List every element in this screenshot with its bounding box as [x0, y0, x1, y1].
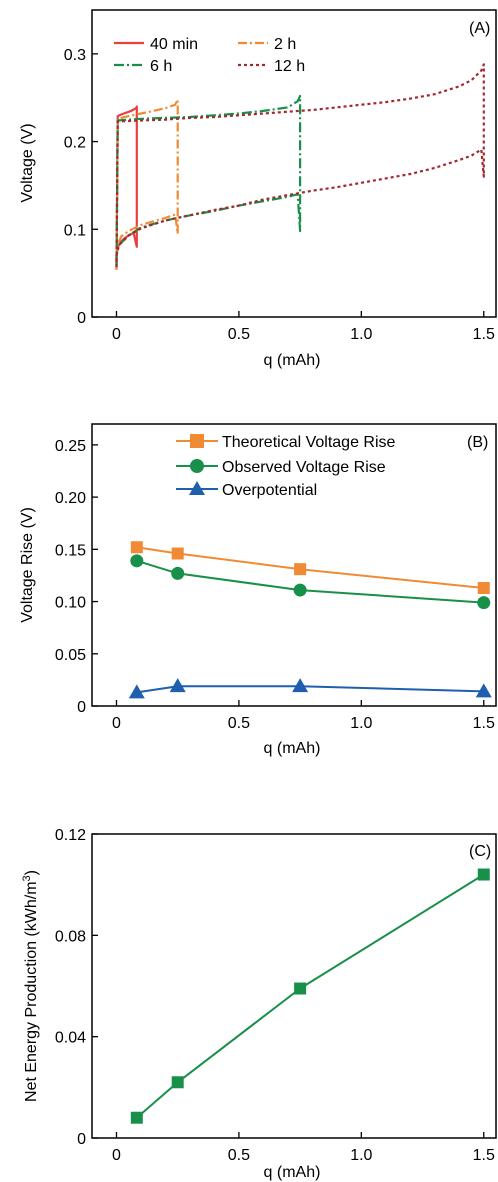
panel-b-label: (B) — [467, 434, 488, 451]
panel-c-x-tick-label: 1.0 — [350, 1147, 372, 1164]
panel-a-x-tick-label: 1.0 — [350, 326, 372, 343]
panel-b-x-tick-label: 1.0 — [350, 715, 372, 732]
panel-b-y-tick-label: 0.05 — [55, 647, 86, 664]
panel-a-series-line-6-h — [115, 94, 302, 267]
panel-c-point-series-1 — [171, 1076, 184, 1089]
panel-c-x-tick-label: 0 — [112, 1147, 121, 1164]
panel-c-ticks: 0 0.5 1.0 1.5 0 0.04 0.08 0.12 — [55, 827, 495, 1164]
panel-b-point-observed-voltage-rise — [171, 566, 185, 580]
panel-c-y-tick-label: 0.12 — [55, 827, 86, 844]
legend-label-2-h: 2 h — [274, 36, 296, 53]
panel-a-ticks: 0 0.5 1.0 1.5 0 0.1 0.2 0.3 — [64, 47, 495, 343]
panel-a-series-line-2-h — [115, 98, 179, 269]
panel-b-point-overpotential — [169, 678, 186, 693]
panel-b-y-tick-label: 0.15 — [55, 542, 86, 559]
panel-c-x-axis-label: q (mAh) — [264, 1164, 321, 1181]
panel-b-series — [128, 541, 492, 699]
panel-a-label: (A) — [469, 20, 490, 37]
panel-b-y-tick-label: 0 — [77, 699, 86, 716]
panel-a-x-tick-label: 0 — [112, 326, 121, 343]
panel-c-plot-frame — [91, 833, 497, 1139]
panel-b-legend: Theoretical Voltage Rise Observed Voltag… — [176, 434, 396, 499]
legend-label-theoretical: Theoretical Voltage Rise — [222, 434, 396, 451]
panel-c-y-tick-label: 0.04 — [55, 1030, 86, 1047]
legend-marker-observed — [190, 459, 204, 473]
panel-b-point-theoretical-voltage-rise — [294, 563, 307, 576]
legend-label-6-h: 6 h — [150, 58, 172, 75]
panel-c-y-tick-label: 0 — [77, 1131, 86, 1148]
panel-a-y-tick-label: 0.2 — [64, 135, 86, 152]
panel-c-y-tick-label: 0.08 — [55, 928, 86, 945]
panel-a-x-tick-label: 1.5 — [473, 326, 495, 343]
panel-a-legend: 40 min 2 h 6 h 12 h — [114, 36, 305, 75]
panel-c-y-axis-label-end: ) — [23, 870, 40, 875]
panel-b-y-axis-label: Voltage Rise (V) — [19, 507, 36, 623]
panel-c-label: (C) — [469, 843, 491, 860]
legend-marker-overpotential — [189, 481, 205, 495]
panel-b-x-tick-label: 0.5 — [228, 715, 250, 732]
panel-c-y-axis-label-main: Net Energy Production (kWh/m — [23, 881, 40, 1102]
legend-label-observed: Observed Voltage Rise — [222, 459, 386, 476]
panel-b-y-tick-label: 0.20 — [55, 490, 86, 507]
panel-c-series-line-series-1 — [136, 873, 485, 1119]
panel-b-x-axis-label: q (mAh) — [264, 740, 321, 757]
panel-b-x-tick-label: 1.5 — [473, 715, 495, 732]
panel-a-series-line-12-h — [115, 63, 485, 268]
panel-a-y-tick-label: 0.1 — [64, 222, 86, 239]
panel-c-series — [130, 868, 490, 1124]
panel-b: 0 0.5 1.0 1.5 0 0.05 0.10 0.15 0.20 0.25 (B) q (m… — [19, 423, 497, 757]
panel-b-ticks: 0 0.5 1.0 1.5 0 0.05 0.10 0.15 0.20 0.25 — [55, 438, 495, 732]
panel-a-series — [115, 63, 485, 270]
panel-c: 0 0.5 1.0 1.5 0 0.04 0.08 0.12 (C) q (mAh) Net … — [21, 827, 497, 1181]
panel-c-point-series-1 — [477, 868, 490, 881]
panel-b-series-line-theoretical-voltage-rise — [136, 546, 484, 589]
panel-c-point-series-1 — [294, 982, 307, 995]
panel-b-point-overpotential — [475, 683, 492, 698]
legend-label-12-h: 12 h — [274, 58, 305, 75]
panel-b-x-tick-label: 0 — [112, 715, 121, 732]
panel-a-plot-frame — [91, 9, 497, 318]
panel-b-point-theoretical-voltage-rise — [477, 581, 490, 594]
panel-b-series-line-observed-voltage-rise — [136, 559, 484, 604]
panel-c-y-axis-label-superscript: 3 — [21, 875, 33, 881]
panel-b-point-overpotential — [128, 684, 145, 699]
panel-c-x-tick-label: 0.5 — [228, 1147, 250, 1164]
panel-a-x-axis-label: q (mAh) — [264, 352, 321, 369]
panel-a-y-axis-label: Voltage (V) — [19, 123, 36, 202]
panel-b-point-theoretical-voltage-rise — [171, 547, 184, 560]
panel-b-point-observed-voltage-rise — [130, 554, 144, 568]
legend-label-40-min: 40 min — [150, 36, 198, 53]
panel-c-point-series-1 — [130, 1111, 143, 1124]
legend-label-overpotential: Overpotential — [222, 482, 317, 499]
panel-b-plot-frame — [91, 423, 497, 707]
panel-b-point-theoretical-voltage-rise — [130, 541, 143, 554]
panel-b-point-observed-voltage-rise — [477, 596, 491, 610]
panel-b-series-line-overpotential — [136, 685, 484, 694]
panel-b-y-tick-label: 0.10 — [55, 595, 86, 612]
panel-b-point-overpotential — [292, 678, 309, 693]
panel-c-x-tick-label: 1.5 — [473, 1147, 495, 1164]
panel-b-y-tick-label: 0.25 — [55, 438, 86, 455]
panel-c-y-axis-label: Net Energy Production (kWh/m3) — [21, 870, 40, 1102]
legend-marker-theoretical — [190, 434, 204, 448]
panel-a-y-tick-label: 0 — [77, 310, 86, 327]
panel-a-x-tick-label: 0.5 — [228, 326, 250, 343]
panel-b-point-observed-voltage-rise — [293, 583, 307, 597]
panel-a: 0 0.5 1.0 1.5 0 0.1 0.2 0.3 (A) q (mAh) Voltage… — [19, 9, 497, 369]
panel-a-y-tick-label: 0.3 — [64, 47, 86, 64]
